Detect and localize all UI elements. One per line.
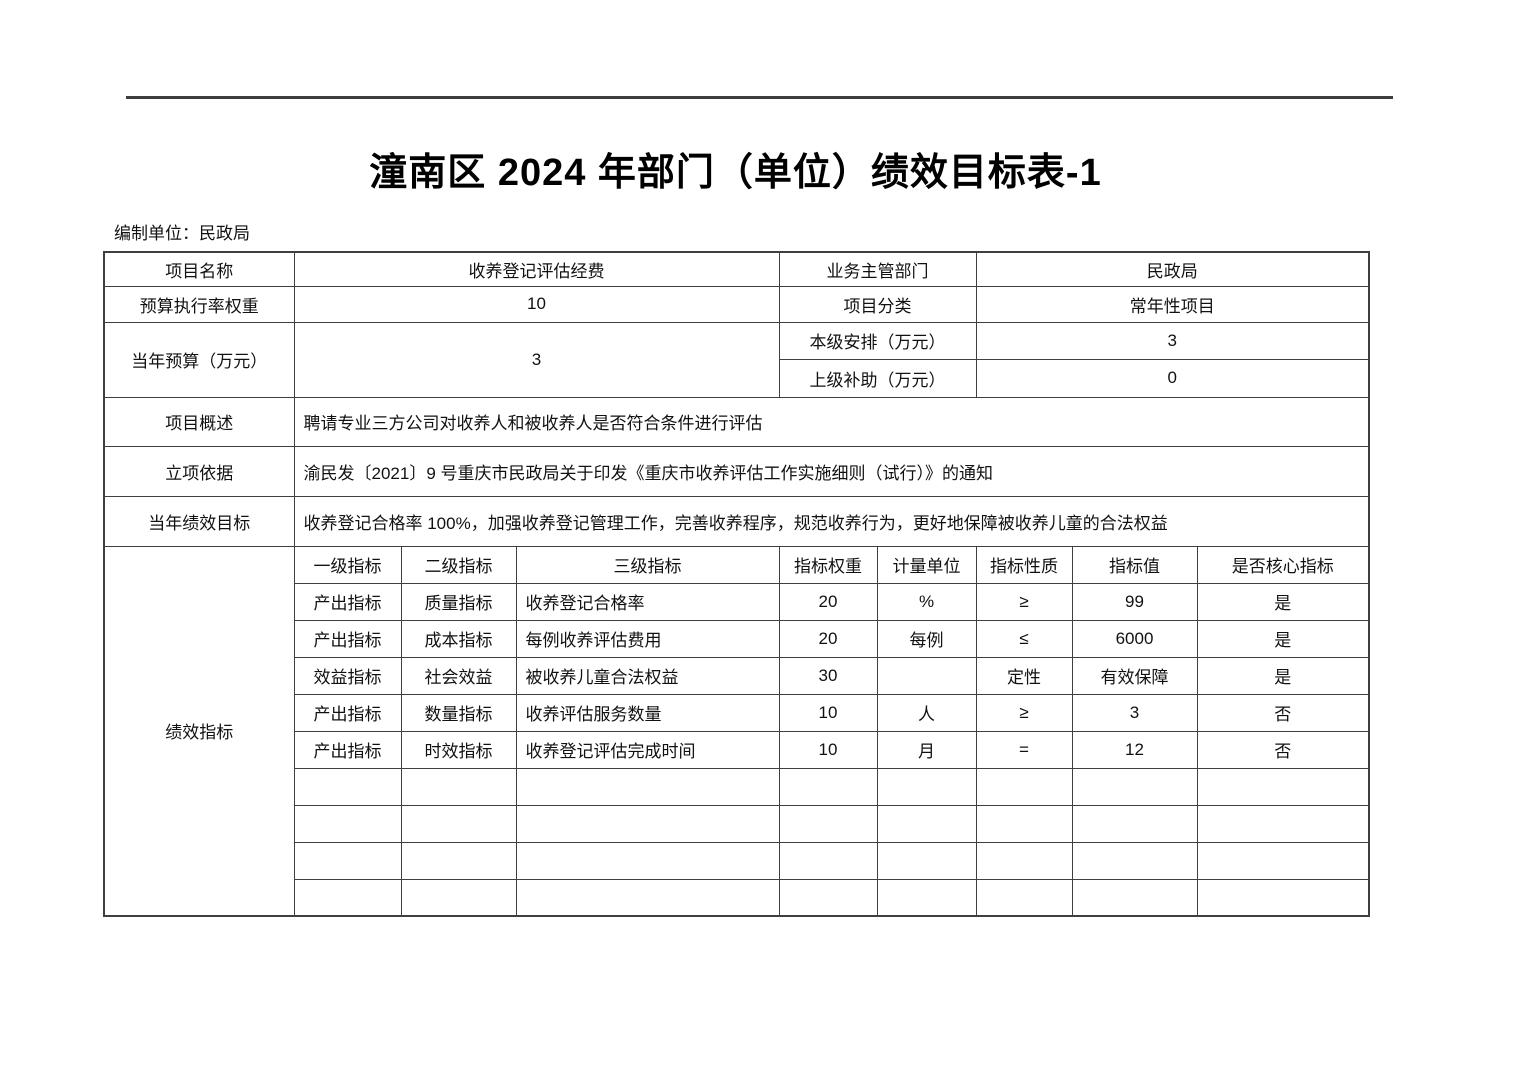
indicator-cell-level3: 收养登记合格率 [515, 582, 780, 621]
indicator-section-label: 绩效指标 [103, 545, 295, 917]
col-header-level3: 三级指标 [515, 545, 780, 584]
indicator-cell-level2: 质量指标 [400, 582, 517, 621]
indicator-header-row: 绩效指标 一级指标 二级指标 三级指标 指标权重 计量单位 指标性质 指标值 是… [103, 545, 1370, 917]
col-header-value: 指标值 [1071, 545, 1198, 584]
indicator-cell-level3: 每例收养评估费用 [515, 619, 780, 658]
performance-target-table: 项目名称 收养登记评估经费 业务主管部门 民政局 预算执行率权重 10 项目分类… [103, 251, 1371, 917]
basis-label: 立项依据 [103, 445, 295, 497]
indicator-cell-level3: 收养登记评估完成时间 [515, 730, 780, 769]
header-rule-divider [126, 96, 1393, 99]
category-label: 项目分类 [778, 285, 977, 323]
col-header-unit: 计量单位 [876, 545, 977, 584]
goal-value: 收养登记合格率 100%，加强收养登记管理工作，完善收养程序，规范收养行为，更好… [293, 495, 1370, 547]
indicator-row: 效益指标 社会效益 被收养儿童合法权益 30 定性 有效保障 是 [104, 656, 1370, 695]
indicator-cell-core: 是 [1196, 619, 1370, 658]
indicator-cell-value: 99 [1071, 582, 1198, 621]
local-arrangement-label: 本级安排（万元） [778, 321, 977, 360]
annual-budget-value: 3 [293, 321, 780, 398]
superior-subsidy-value: 0 [975, 358, 1370, 398]
indicator-cell-nature: ≥ [975, 582, 1073, 621]
indicator-cell-core: 是 [1196, 656, 1370, 695]
indicator-cell-value: 6000 [1071, 619, 1198, 658]
col-header-core: 是否核心指标 [1196, 545, 1370, 584]
indicator-cell-nature: ≤ [975, 619, 1073, 658]
indicator-cell-level1: 效益指标 [293, 656, 402, 695]
indicator-cell-weight: 10 [778, 730, 878, 769]
indicator-empty-row [104, 841, 1370, 880]
category-value: 常年性项目 [975, 285, 1370, 323]
indicator-cell-level2: 时效指标 [400, 730, 517, 769]
indicator-cell-core: 否 [1196, 693, 1370, 732]
row-budget-weight: 预算执行率权重 10 项目分类 常年性项目 [103, 285, 1370, 323]
row-project-basis: 立项依据 渝民发〔2021〕9 号重庆市民政局关于印发《重庆市收养评估工作实施细… [103, 445, 1370, 497]
indicator-empty-row [104, 878, 1370, 917]
row-project-name: 项目名称 收养登记评估经费 业务主管部门 民政局 [103, 251, 1370, 287]
indicator-cell-value: 有效保障 [1071, 656, 1198, 695]
indicator-cell-level3: 收养评估服务数量 [515, 693, 780, 732]
indicator-cell-nature: = [975, 730, 1073, 769]
indicator-cell-nature: ≥ [975, 693, 1073, 732]
indicator-cell-level2: 数量指标 [400, 693, 517, 732]
indicator-empty-row [104, 804, 1370, 843]
indicator-cell-level1: 产出指标 [293, 582, 402, 621]
dept-label: 业务主管部门 [778, 251, 977, 287]
indicator-cell-value: 3 [1071, 693, 1198, 732]
indicator-cell-core: 是 [1196, 582, 1370, 621]
basis-value: 渝民发〔2021〕9 号重庆市民政局关于印发《重庆市收养评估工作实施细则（试行）… [293, 445, 1370, 497]
indicator-cell-weight: 20 [778, 619, 878, 658]
indicator-cell-unit: 月 [876, 730, 977, 769]
page-title: 潼南区 2024 年部门（单位）绩效目标表-1 [369, 152, 1102, 194]
overview-value: 聘请专业三方公司对收养人和被收养人是否符合条件进行评估 [293, 396, 1370, 447]
row-project-overview: 项目概述 聘请专业三方公司对收养人和被收养人是否符合条件进行评估 [103, 396, 1370, 447]
indicator-cell-unit: % [876, 582, 977, 621]
indicator-cell-weight: 30 [778, 656, 878, 695]
superior-subsidy-label: 上级补助（万元） [778, 358, 977, 398]
indicator-cell-level3: 被收养儿童合法权益 [515, 656, 780, 695]
indicator-row: 产出指标 成本指标 每例收养评估费用 20 每例 ≤ 6000 是 [104, 619, 1370, 658]
indicator-row: 产出指标 时效指标 收养登记评估完成时间 10 月 = 12 否 [104, 730, 1370, 769]
indicator-cell-level1: 产出指标 [293, 730, 402, 769]
dept-value: 民政局 [975, 251, 1370, 287]
row-annual-budget-superior: 上级补助（万元） 0 [104, 358, 1370, 398]
col-header-level2: 二级指标 [400, 545, 517, 584]
annual-budget-label: 当年预算（万元） [103, 321, 295, 398]
col-header-nature: 指标性质 [975, 545, 1073, 584]
project-name-label: 项目名称 [103, 251, 295, 287]
project-name-value: 收养登记评估经费 [293, 251, 780, 287]
indicator-cell-nature: 定性 [975, 656, 1073, 695]
col-header-weight: 指标权重 [778, 545, 878, 584]
col-header-level1: 一级指标 [293, 545, 402, 584]
row-annual-goal: 当年绩效目标 收养登记合格率 100%，加强收养登记管理工作，完善收养程序，规范… [103, 495, 1370, 547]
indicator-cell-level1: 产出指标 [293, 619, 402, 658]
indicator-cell-weight: 20 [778, 582, 878, 621]
goal-label: 当年绩效目标 [103, 495, 295, 547]
indicator-cell-core: 否 [1196, 730, 1370, 769]
indicator-cell-level1: 产出指标 [293, 693, 402, 732]
indicator-row: 产出指标 数量指标 收养评估服务数量 10 人 ≥ 3 否 [104, 693, 1370, 732]
indicator-row: 产出指标 质量指标 收养登记合格率 20 % ≥ 99 是 [104, 582, 1370, 621]
indicator-cell-level2: 社会效益 [400, 656, 517, 695]
row-annual-budget-local: 当年预算（万元） 3 本级安排（万元） 3 [103, 321, 1370, 398]
prepared-by-label: 编制单位：民政局 [114, 224, 250, 243]
indicator-cell-unit [876, 656, 977, 695]
indicator-cell-level2: 成本指标 [400, 619, 517, 658]
indicator-cell-unit: 每例 [876, 619, 977, 658]
budget-weight-value: 10 [293, 285, 780, 323]
indicator-cell-unit: 人 [876, 693, 977, 732]
indicator-empty-row [104, 767, 1370, 806]
local-arrangement-value: 3 [975, 321, 1370, 360]
indicator-cell-value: 12 [1071, 730, 1198, 769]
indicator-cell-weight: 10 [778, 693, 878, 732]
budget-weight-label: 预算执行率权重 [103, 285, 295, 323]
overview-label: 项目概述 [103, 396, 295, 447]
